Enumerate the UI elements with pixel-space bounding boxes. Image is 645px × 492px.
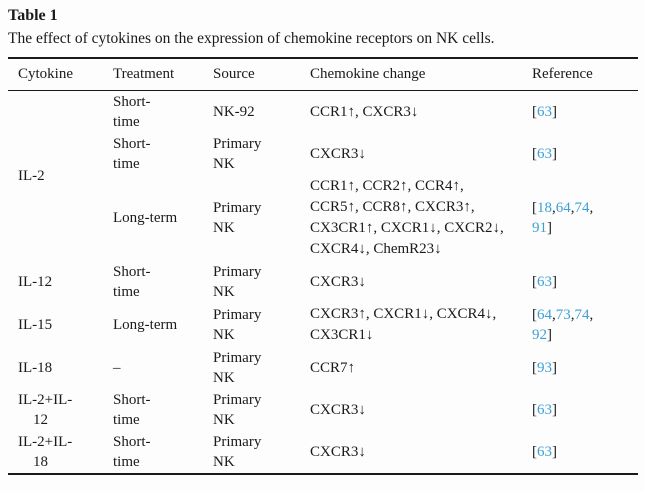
citation-link[interactable]: 64 xyxy=(555,200,571,216)
citation-bracket: [ xyxy=(532,360,537,376)
citation-bracket: [ xyxy=(532,402,537,418)
citation-link[interactable]: 64 xyxy=(537,307,552,323)
table-row: IL-2+IL- 18 Short-time Primary NK CXCR3↓ [63] xyxy=(8,431,638,474)
citation-bracket: ] xyxy=(547,327,552,343)
table-row: Short-time Primary NK CXCR3↓ [63] xyxy=(8,133,638,175)
citation-link[interactable]: 92 xyxy=(532,327,547,343)
cell-cytokine: IL-2+IL- 18 xyxy=(18,434,73,470)
column-header-reference: Reference xyxy=(523,58,638,91)
cell-source: Primary NK xyxy=(213,434,262,470)
cell-chemokine-change: CXCR3↓ xyxy=(310,145,366,162)
cell-reference: [63] xyxy=(523,91,638,134)
cell-cytokine: IL-12 xyxy=(18,274,53,290)
header-row: Cytokine Treatment Source Chemokine change R… xyxy=(8,58,638,91)
citation-link[interactable]: 63 xyxy=(537,402,552,418)
cell-chemokine-change: CXCR3↓ xyxy=(310,443,366,460)
paper-table-figure: Table 1 The effect of cytokines on the e… xyxy=(8,7,638,475)
citation-bracket: [ xyxy=(532,444,537,460)
citation-bracket: ] xyxy=(552,146,557,162)
citation-link[interactable]: 74 xyxy=(574,200,590,216)
column-header-treatment: Treatment xyxy=(104,58,204,91)
cell-source: Primary NK xyxy=(213,136,262,172)
citation-bracket: ] xyxy=(552,104,557,120)
citation-link[interactable]: 18 xyxy=(537,200,552,216)
citation-link[interactable]: 93 xyxy=(537,360,552,376)
data-table: Cytokine Treatment Source Chemokine change R… xyxy=(8,57,638,475)
cell-treatment: Short-time xyxy=(113,392,151,428)
citation-link[interactable]: 63 xyxy=(537,444,552,460)
citation-bracket: ] xyxy=(552,444,557,460)
cell-source: Primary NK xyxy=(213,264,262,300)
citation-bracket: , xyxy=(589,200,594,216)
cell-reference: [63] xyxy=(523,389,638,431)
cell-treatment: Short-time xyxy=(113,94,151,130)
table-row: IL-18 – Primary NK CCR7↑ [93] xyxy=(8,347,638,389)
citation-bracket: ] xyxy=(552,274,557,290)
citation-bracket: [ xyxy=(532,307,537,323)
cell-reference: [63] xyxy=(523,261,638,303)
table-row: IL-2 Short-time NK-92 CCR1↑, CXCR3↓ [63] xyxy=(8,91,638,184)
table-caption: The effect of cytokines on the expressio… xyxy=(8,30,495,47)
table-label: Table 1 xyxy=(8,7,58,24)
cell-source: Primary NK xyxy=(213,392,262,428)
cell-treatment: – xyxy=(113,360,121,376)
cell-reference: [63] xyxy=(523,431,638,474)
cell-chemokine-change: CCR1↑, CXCR3↓ xyxy=(310,103,419,120)
citation-bracket: [ xyxy=(532,104,537,120)
column-header-cytokine: Cytokine xyxy=(8,58,104,91)
citation-bracket: ] xyxy=(552,360,557,376)
cell-reference: [64,73,74, 92] xyxy=(523,303,638,347)
cell-source: Primary NK xyxy=(213,307,262,343)
table-row: Long-term Primary NK CCR1↑, CCR2↑, CCR4↑, CC… xyxy=(8,175,638,261)
table-row: IL-12 Short-time Primary NK CXCR3↓ [63] xyxy=(8,261,638,303)
cell-cytokine: IL-15 xyxy=(18,317,53,333)
cell-reference: [63] xyxy=(523,133,638,175)
cell-reference: [93] xyxy=(523,347,638,389)
table-row: IL-15 Long-term Primary NK CXCR3↑, CXCR1↓, C… xyxy=(8,303,638,347)
citation-link[interactable]: 91 xyxy=(532,220,547,236)
cell-treatment: Short-time xyxy=(113,264,151,300)
citation-link[interactable]: 63 xyxy=(537,104,552,120)
citation-bracket: , xyxy=(570,200,575,216)
citation-link[interactable]: 63 xyxy=(537,146,552,162)
column-header-source: Source xyxy=(204,58,301,91)
citation-bracket: , xyxy=(589,307,594,323)
table-row: IL-2+IL- 12 Short-time Primary NK CXCR3↓ [63] xyxy=(8,389,638,431)
cell-cytokine: IL-2+IL- 12 xyxy=(18,392,73,428)
cell-chemokine-change: CCR7↑ xyxy=(310,359,356,376)
cell-reference: [18,64,74, 91] xyxy=(523,175,638,261)
cell-chemokine-change: CXCR3↓ xyxy=(310,401,366,418)
table-body: IL-2 Short-time NK-92 CCR1↑, CXCR3↓ [63] Shor… xyxy=(8,91,638,475)
cell-treatment: Short-time xyxy=(113,434,151,470)
cell-cytokine: IL-18 xyxy=(18,360,53,376)
cell-treatment: Long-term xyxy=(113,210,178,226)
citation-link[interactable]: 73 xyxy=(555,307,571,323)
citation-bracket: , xyxy=(552,200,556,216)
citation-link[interactable]: 74 xyxy=(574,307,590,323)
cell-treatment: Short-time xyxy=(113,136,151,172)
cell-cytokine: IL-2 xyxy=(18,168,45,184)
citation-bracket: [ xyxy=(532,274,537,290)
citation-bracket: ] xyxy=(547,220,552,236)
citation-bracket: , xyxy=(552,307,556,323)
cell-treatment: Long-term xyxy=(113,317,178,333)
citation-bracket: [ xyxy=(532,200,537,216)
cell-chemokine-change: CXCR3↓ xyxy=(310,273,366,290)
citation-bracket: , xyxy=(570,307,575,323)
citation-bracket: ] xyxy=(552,402,557,418)
citation-link[interactable]: 63 xyxy=(537,274,552,290)
citation-bracket: [ xyxy=(532,146,537,162)
cell-source: Primary NK xyxy=(213,200,262,236)
cell-source: NK-92 xyxy=(213,104,255,120)
cell-source: Primary NK xyxy=(213,350,262,386)
cell-chemokine-change: CCR1↑, CCR2↑, CCR4↑, CCR5↑, CCR8↑, CXCR3↑… xyxy=(310,178,504,257)
cell-chemokine-change: CXCR3↑, CXCR1↓, CXCR4↓, CX3CR1↓ xyxy=(310,306,497,343)
column-header-chemokine-change: Chemokine change xyxy=(301,58,523,91)
